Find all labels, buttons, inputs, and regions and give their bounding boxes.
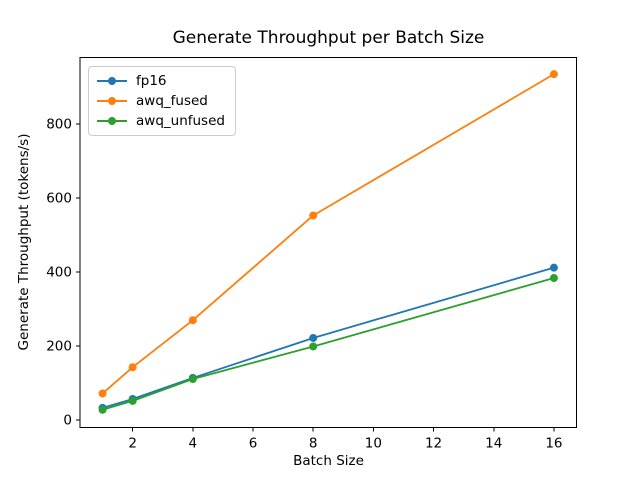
x-tick-label: 6 (249, 436, 258, 452)
y-tick-label: 600 (46, 191, 72, 207)
legend-label: fp16 (136, 73, 167, 89)
legend-marker-awq_fused (97, 91, 127, 111)
legend: fp16 awq_fused awq_unfused (88, 66, 236, 136)
chart-title: Generate Throughput per Batch Size (172, 28, 485, 48)
plot-frame (79, 57, 577, 428)
data-point-awq_fused (128, 363, 137, 372)
data-point-awq_unfused (128, 396, 137, 405)
x-tick-label: 12 (425, 436, 442, 452)
x-axis-label: Batch Size (293, 453, 364, 469)
y-axis-label: Generate Throughput (tokens/s) (16, 133, 32, 351)
x-tick-label: 10 (365, 436, 382, 452)
legend-dot-sample (108, 97, 116, 105)
x-tick-label: 8 (309, 436, 318, 452)
data-point-awq_fused (188, 316, 197, 325)
data-point-awq_fused (549, 70, 558, 79)
data-point-awq_unfused (98, 405, 107, 414)
y-tick-label: 0 (63, 413, 72, 429)
data-point-awq_unfused (188, 375, 197, 384)
legend-label: awq_fused (136, 93, 208, 109)
data-point-fp16 (549, 263, 558, 272)
legend-dot-sample (108, 77, 116, 85)
legend-item-awq_unfused: awq_unfused (97, 111, 225, 131)
x-tick-label: 2 (128, 436, 137, 452)
legend-marker-fp16 (97, 71, 127, 91)
x-tick-label: 14 (485, 436, 502, 452)
legend-item-fp16: fp16 (97, 71, 225, 91)
legend-marker-awq_unfused (97, 111, 127, 131)
y-tick-label: 400 (46, 265, 72, 281)
x-tick-label: 4 (189, 436, 198, 452)
legend-item-awq_fused: awq_fused (97, 91, 225, 111)
data-point-awq_unfused (309, 342, 318, 351)
data-point-awq_fused (309, 211, 318, 220)
data-point-awq_fused (98, 389, 107, 398)
legend-label: awq_unfused (136, 113, 225, 129)
data-point-fp16 (309, 333, 318, 342)
series-line-awq_unfused (102, 277, 555, 411)
x-tick-label: 16 (545, 436, 562, 452)
legend-dot-sample (108, 117, 116, 125)
y-tick-label: 800 (46, 117, 72, 133)
y-tick-label: 200 (46, 339, 72, 355)
data-point-awq_unfused (549, 274, 558, 283)
